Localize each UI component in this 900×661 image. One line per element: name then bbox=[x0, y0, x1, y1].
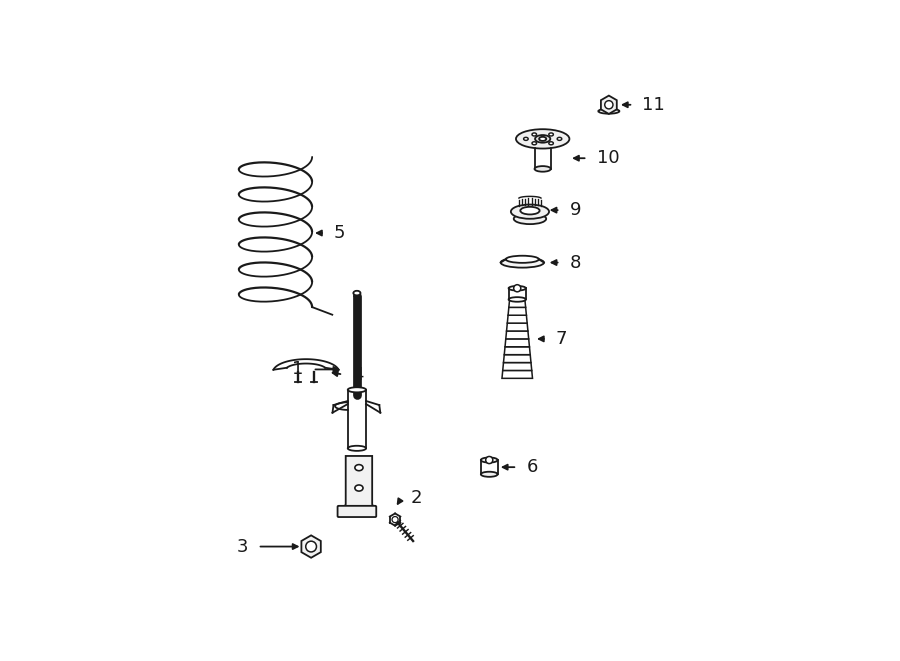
Text: 10: 10 bbox=[597, 149, 619, 167]
Polygon shape bbox=[508, 299, 526, 307]
Ellipse shape bbox=[355, 465, 363, 471]
Ellipse shape bbox=[532, 141, 536, 145]
Ellipse shape bbox=[511, 204, 549, 219]
Ellipse shape bbox=[514, 214, 546, 224]
Polygon shape bbox=[503, 355, 531, 363]
Ellipse shape bbox=[557, 137, 562, 140]
Ellipse shape bbox=[536, 135, 550, 143]
Polygon shape bbox=[601, 96, 617, 114]
Ellipse shape bbox=[549, 141, 554, 145]
Circle shape bbox=[306, 541, 317, 552]
Text: 2: 2 bbox=[411, 488, 422, 507]
Circle shape bbox=[514, 285, 521, 292]
Ellipse shape bbox=[347, 446, 366, 451]
Polygon shape bbox=[507, 323, 528, 331]
Text: 7: 7 bbox=[556, 330, 567, 348]
Polygon shape bbox=[504, 347, 530, 355]
Ellipse shape bbox=[535, 166, 551, 172]
Polygon shape bbox=[508, 307, 526, 315]
Ellipse shape bbox=[500, 258, 544, 268]
Ellipse shape bbox=[355, 485, 363, 491]
Text: 3: 3 bbox=[237, 537, 248, 555]
Polygon shape bbox=[342, 456, 376, 512]
Polygon shape bbox=[502, 370, 533, 378]
Ellipse shape bbox=[532, 133, 536, 136]
Circle shape bbox=[605, 100, 613, 109]
Polygon shape bbox=[302, 535, 320, 558]
Ellipse shape bbox=[347, 387, 366, 393]
Ellipse shape bbox=[354, 291, 361, 295]
Ellipse shape bbox=[481, 457, 498, 463]
Text: 6: 6 bbox=[526, 458, 538, 476]
Ellipse shape bbox=[506, 256, 539, 263]
Text: 11: 11 bbox=[643, 96, 665, 114]
Ellipse shape bbox=[539, 137, 546, 141]
Polygon shape bbox=[506, 331, 528, 339]
Ellipse shape bbox=[520, 207, 540, 214]
Circle shape bbox=[486, 457, 493, 463]
Circle shape bbox=[392, 516, 398, 523]
Ellipse shape bbox=[598, 108, 619, 114]
Ellipse shape bbox=[481, 472, 498, 477]
Text: 4: 4 bbox=[352, 366, 364, 383]
Ellipse shape bbox=[508, 286, 526, 291]
Text: 9: 9 bbox=[570, 201, 581, 219]
Ellipse shape bbox=[524, 137, 528, 140]
FancyBboxPatch shape bbox=[338, 506, 376, 517]
Polygon shape bbox=[505, 339, 529, 347]
Text: 8: 8 bbox=[570, 254, 581, 272]
Ellipse shape bbox=[549, 133, 554, 136]
Ellipse shape bbox=[516, 129, 570, 149]
Ellipse shape bbox=[508, 297, 526, 301]
Text: 5: 5 bbox=[334, 224, 346, 242]
Polygon shape bbox=[508, 315, 527, 323]
Polygon shape bbox=[503, 363, 532, 370]
Text: 1: 1 bbox=[292, 360, 303, 379]
